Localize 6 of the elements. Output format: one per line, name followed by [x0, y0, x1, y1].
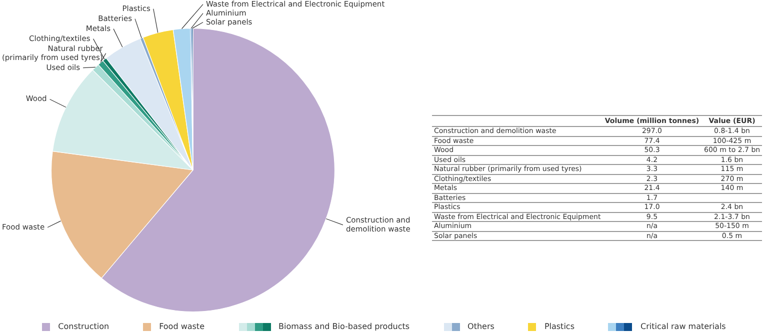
legend-label: Plastics: [544, 322, 574, 331]
text: Critical raw materials: [640, 322, 726, 331]
text: Biomass and Bio-based products: [278, 322, 410, 331]
legend-label: Food waste: [159, 322, 204, 331]
text: Others: [468, 322, 494, 331]
text: Construction: [58, 322, 110, 331]
